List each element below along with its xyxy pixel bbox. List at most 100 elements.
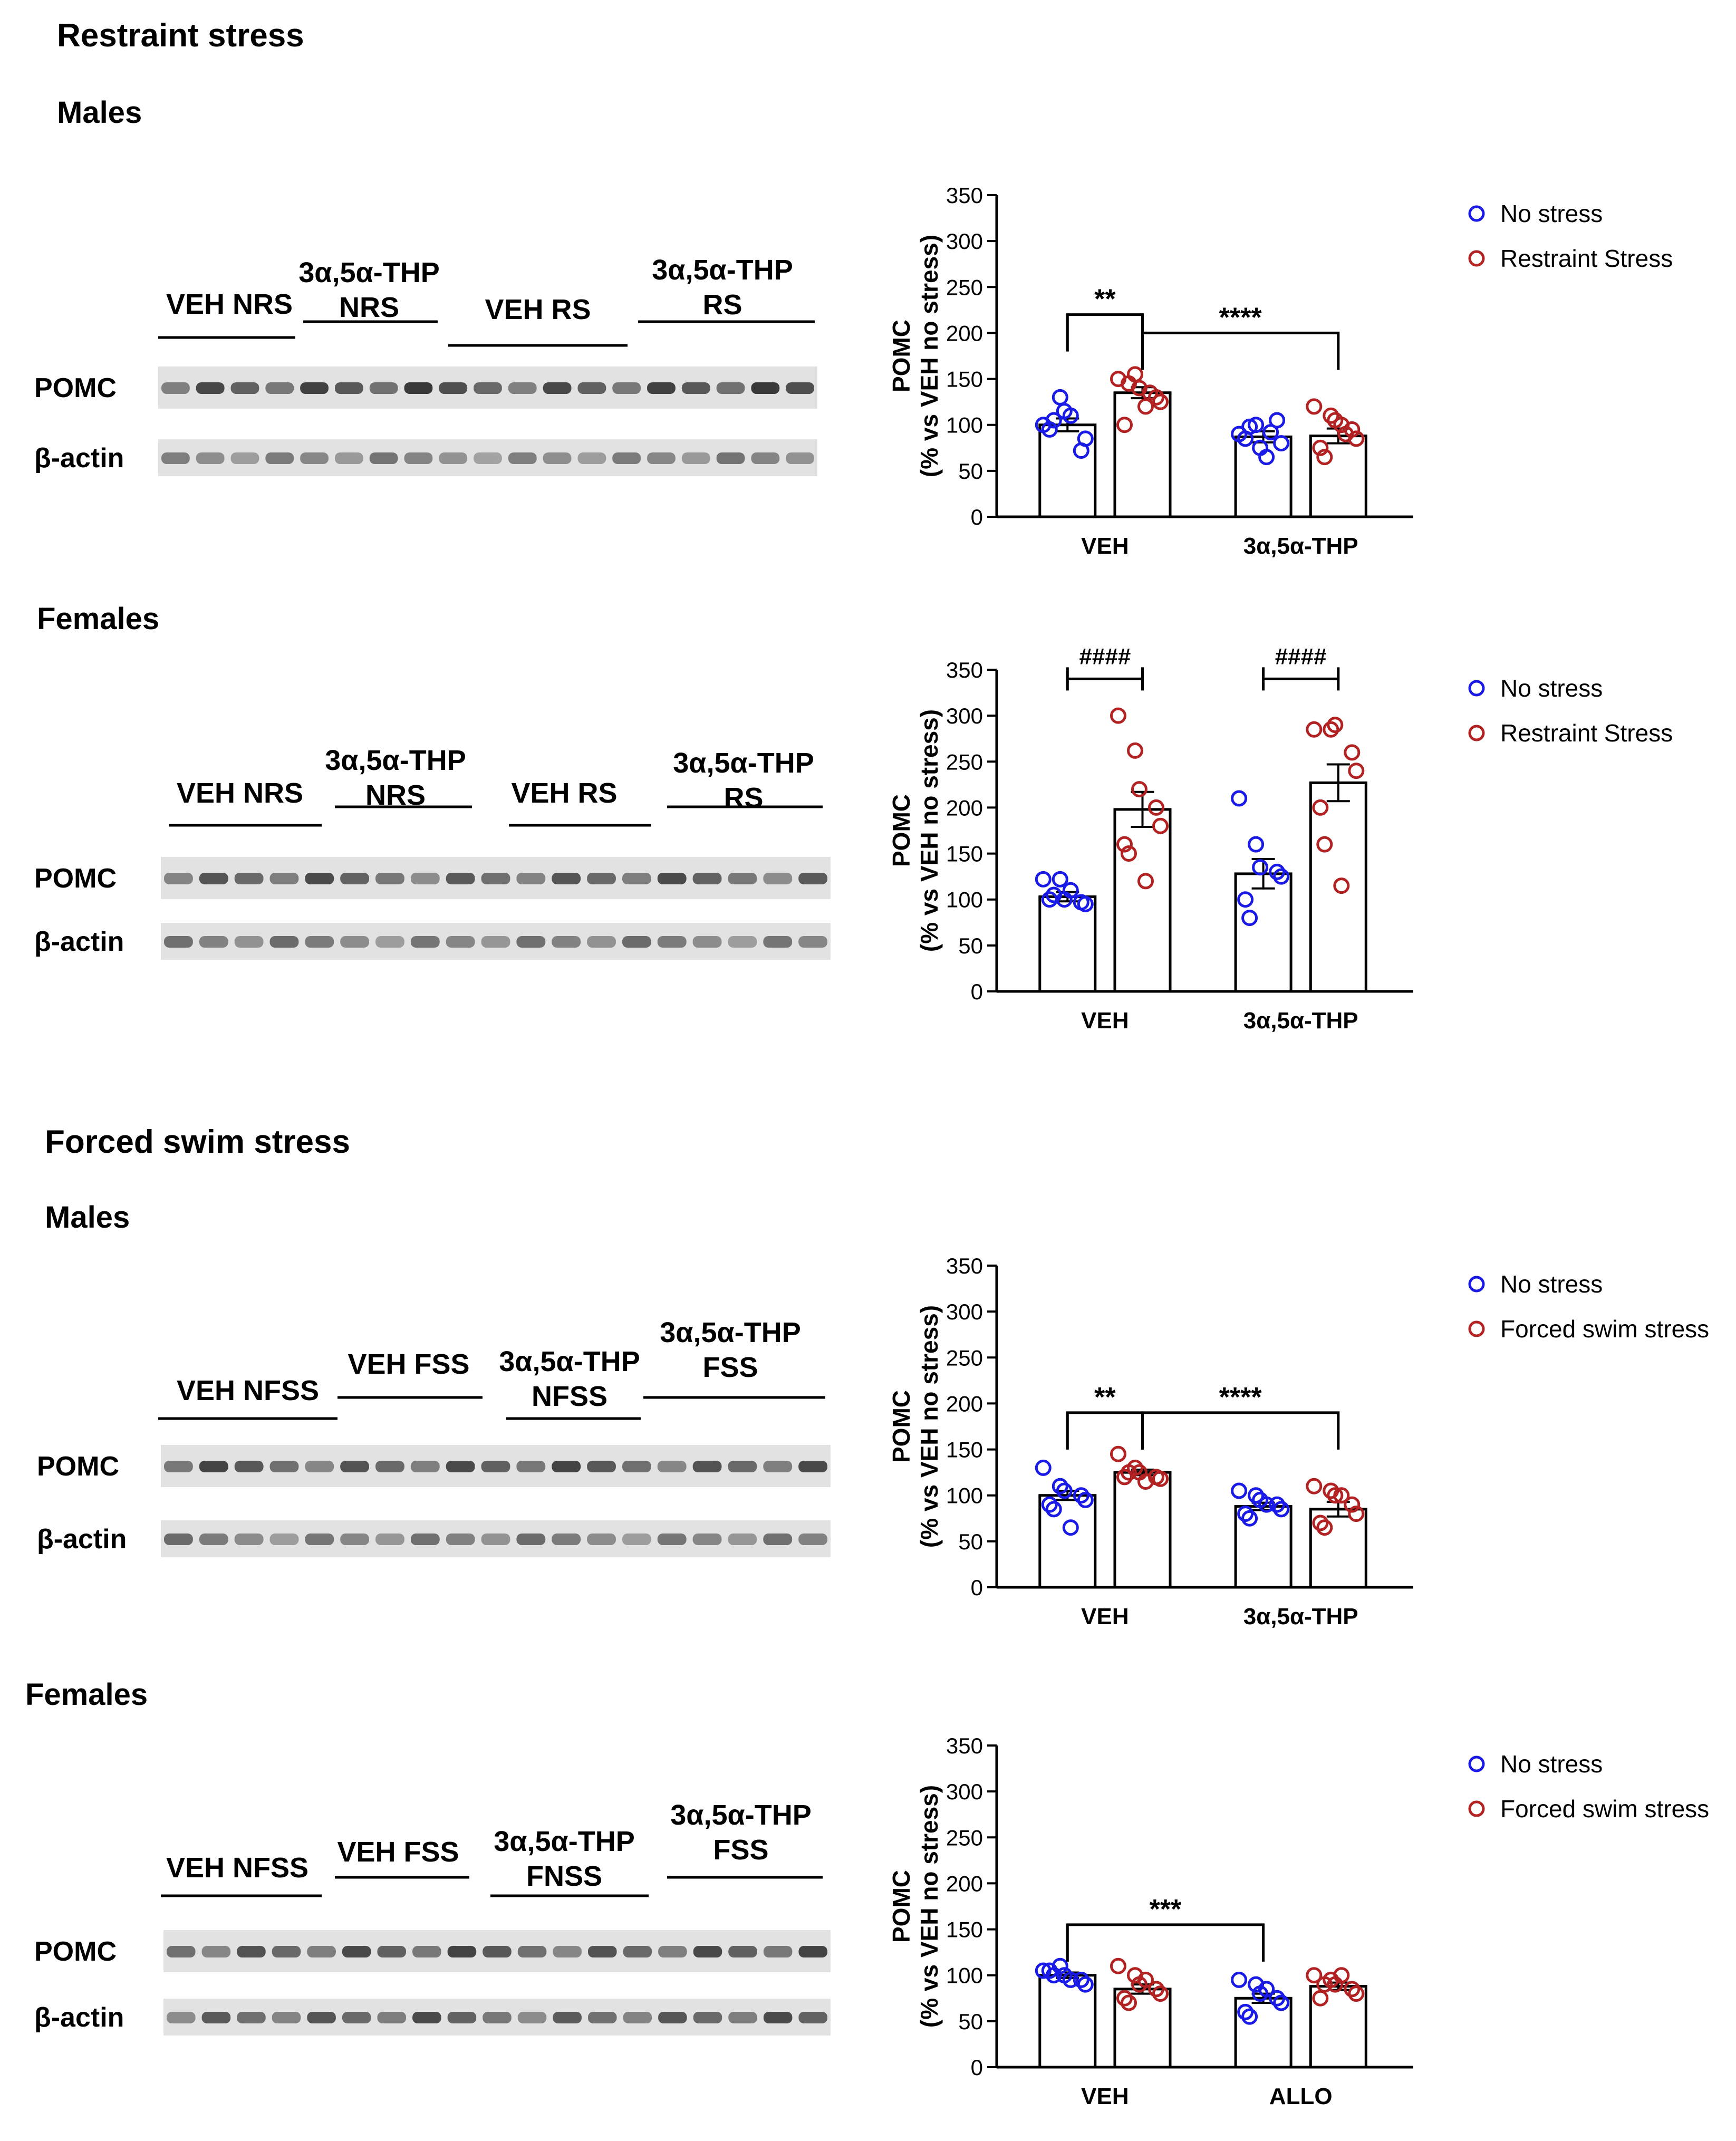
pomc-band	[763, 1946, 793, 1957]
pomc-band	[481, 1461, 510, 1472]
pomc-band	[305, 873, 334, 884]
western-blot-swim-females: VEH NFSS VEH FSS 3α,5α-THPFNSS3α,5α-THPFSS…	[34, 1799, 831, 2036]
blot-group-label: FNSS	[526, 1860, 602, 1892]
bar-restraint-stress	[1309, 781, 1367, 993]
data-point-forced-swim-stress	[1110, 1445, 1126, 1462]
y-tick-label: 350	[946, 658, 983, 682]
actin-band	[199, 1534, 228, 1545]
pomc-band	[657, 873, 687, 884]
data-point-restraint-stress	[1121, 375, 1137, 392]
actin-band	[340, 1534, 370, 1545]
data-point-restraint-stress	[1333, 417, 1350, 433]
y-tick-label: 0	[971, 979, 983, 1004]
data-point-no-stress	[1252, 859, 1269, 876]
data-point-no-stress	[1248, 836, 1265, 853]
actin-band	[577, 452, 606, 464]
x-category-label: 3α,5α-THP	[1243, 1008, 1358, 1034]
y-tick-label: 50	[958, 2009, 983, 2034]
pomc-band	[300, 382, 329, 394]
data-point-forced-swim-stress	[1137, 1473, 1154, 1490]
data-point-forced-swim-stress	[1152, 1985, 1169, 2002]
actin-band	[375, 1534, 404, 1545]
data-point-no-stress	[1077, 430, 1094, 447]
blot-group-label: 3α,5α-THP	[325, 745, 466, 776]
data-point-restraint-stress	[1306, 398, 1323, 415]
data-point-restraint-stress	[1116, 836, 1133, 853]
y-tick-label: 200	[946, 321, 983, 345]
y-tick-label: 100	[946, 1963, 983, 1988]
blot-group-label: RS	[702, 289, 742, 321]
actin-band	[481, 1534, 510, 1545]
data-point-no-stress	[1045, 886, 1062, 903]
y-tick-label: 100	[946, 413, 983, 438]
blot-row-label-pomc: POMC	[34, 863, 117, 894]
data-point-forced-swim-stress	[1121, 1464, 1137, 1481]
pomc-band	[693, 1946, 722, 1957]
actin-band	[269, 1534, 299, 1545]
data-point-restraint-stress	[1333, 877, 1350, 894]
data-point-restraint-stress	[1131, 781, 1147, 798]
data-point-no-stress	[1237, 1506, 1254, 1522]
data-point-no-stress	[1231, 790, 1248, 807]
y-tick-label: 50	[958, 1529, 983, 1554]
data-point-restraint-stress	[1323, 407, 1339, 424]
data-point-no-stress	[1248, 1487, 1265, 1504]
data-point-no-stress	[1231, 1482, 1248, 1499]
y-tick-label: 250	[946, 275, 983, 300]
data-point-restraint-stress	[1327, 717, 1344, 734]
bar-forced-swim-stress	[1113, 1471, 1172, 1589]
data-point-no-stress	[1041, 1962, 1058, 1979]
pomc-band	[269, 873, 299, 884]
pomc-band	[587, 1946, 617, 1957]
significance-label: ****	[1219, 302, 1262, 333]
pomc-band	[167, 1946, 196, 1957]
pomc-band	[446, 1461, 475, 1472]
data-point-no-stress	[1273, 435, 1290, 452]
pomc-band	[798, 873, 827, 884]
data-point-forced-swim-stress	[1316, 1976, 1333, 1993]
actin-band	[552, 1534, 581, 1545]
significance-label: ####	[1275, 643, 1327, 669]
blot-group-label: VEH NRS	[166, 288, 293, 320]
subtitle-restraint-females: Females	[37, 602, 160, 636]
bar-forced-swim-stress	[1113, 1988, 1172, 2069]
pomc-band	[342, 1946, 371, 1957]
data-point-no-stress	[1237, 891, 1254, 908]
data-point-no-stress	[1041, 421, 1058, 438]
data-point-restraint-stress	[1348, 763, 1365, 779]
actin-band	[508, 452, 537, 464]
legend-label: No stress	[1500, 200, 1603, 227]
data-point-no-stress	[1062, 882, 1079, 899]
significance-label: ####	[1079, 643, 1131, 669]
data-point-restraint-stress	[1137, 873, 1154, 890]
data-point-no-stress	[1045, 1967, 1062, 1984]
pomc-band	[553, 1946, 582, 1957]
pomc-band	[199, 873, 228, 884]
blot-group-label: NRS	[339, 292, 399, 323]
actin-band	[657, 1534, 687, 1545]
data-point-no-stress	[1052, 389, 1068, 406]
pomc-band	[265, 382, 294, 394]
blot-group-label: VEH RS	[511, 777, 617, 809]
x-category-label: 3α,5α-THP	[1243, 533, 1358, 559]
data-point-no-stress	[1237, 2003, 1254, 2020]
legend-marker	[1468, 1756, 1485, 1772]
pomc-band	[237, 1946, 266, 1957]
pomc-band	[622, 873, 651, 884]
bar-restraint-stress	[1309, 435, 1367, 518]
significance-label: **	[1094, 1382, 1116, 1413]
actin-band	[543, 452, 572, 464]
actin-band	[164, 936, 193, 948]
actin-band	[230, 452, 259, 464]
actin-band	[334, 452, 363, 464]
blot-group-label: VEH RS	[485, 294, 591, 325]
data-point-no-stress	[1041, 1496, 1058, 1513]
data-point-no-stress	[1077, 1976, 1094, 1993]
pomc-band	[369, 382, 398, 394]
y-tick-label: 0	[971, 2055, 983, 2080]
actin-band	[692, 1534, 722, 1545]
western-blot-swim-males: VEH NFSS VEH FSS 3α,5α-THP NFSS 3α,5α-THP FSS…	[37, 1317, 831, 1557]
data-point-no-stress	[1062, 407, 1079, 424]
x-category-label: VEH	[1081, 1604, 1129, 1629]
actin-band	[587, 1534, 616, 1545]
